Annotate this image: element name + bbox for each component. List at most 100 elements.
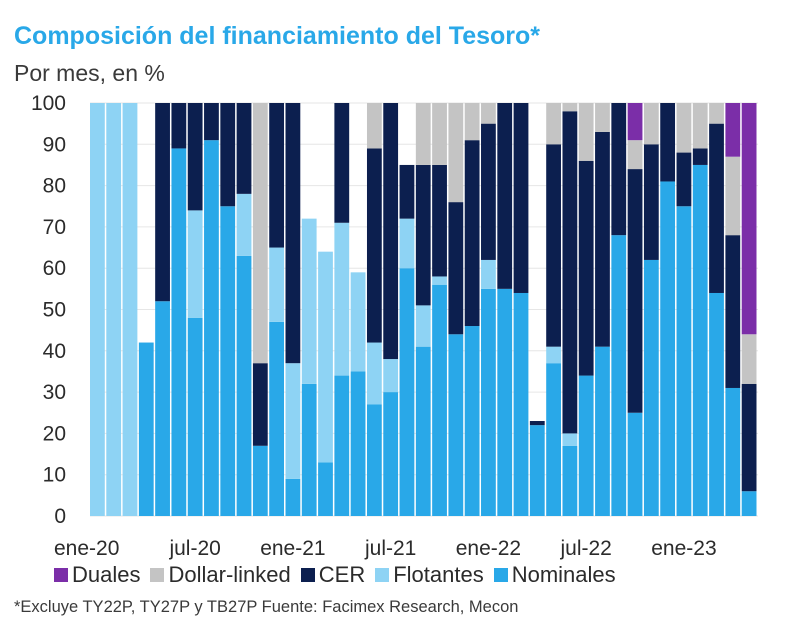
bar-segment-nominales <box>204 140 219 517</box>
bar-segment-nominales <box>350 371 366 516</box>
y-tick-label: 0 <box>54 505 66 528</box>
legend-item-nominales: Nominales <box>493 562 616 588</box>
bar-segment-nominales <box>676 206 692 516</box>
bar-segment-nominales <box>334 375 350 516</box>
x-tick-label: ene-21 <box>260 537 325 560</box>
bar-segment-dollar-linked <box>741 334 757 384</box>
bar-segment-cer <box>627 169 643 413</box>
x-tick-label: jul-22 <box>559 537 611 560</box>
bar-segment-flotantes <box>546 346 561 364</box>
bar-segment-nominales <box>399 268 415 516</box>
bar-segment-cer <box>611 103 627 236</box>
bar-segment-flotantes <box>187 210 203 318</box>
bar-segment-cer <box>676 152 692 207</box>
bar-segment-dollar-linked <box>546 103 561 145</box>
bar-segment-flotantes <box>432 276 447 285</box>
bar-segment-nominales <box>236 255 252 516</box>
legend-swatch-flotantes <box>375 568 390 582</box>
bar-segment-nominales <box>627 412 643 516</box>
bar-segment-cer <box>692 148 708 165</box>
bar-segment-nominales <box>595 346 610 516</box>
bar-segment-dollar-linked <box>481 103 496 124</box>
bar-segment-dollar-linked <box>709 103 724 124</box>
bar-segment-cer <box>448 202 464 335</box>
bar-segment-flotantes <box>122 103 138 516</box>
bar-segment-dollar-linked <box>692 103 708 149</box>
bar-segment-cer <box>366 148 382 343</box>
bar-segment-cer <box>464 140 480 327</box>
legend-item-dollar-linked: Dollar-linked <box>150 562 291 588</box>
bar-segment-nominales <box>513 292 529 516</box>
legend-swatch-duales <box>54 568 68 582</box>
bar-segment-nominales <box>138 342 154 516</box>
legend-label-dollar-linked: Dollar-linked <box>168 562 291 587</box>
bar-segment-cer <box>415 164 431 306</box>
bar-segment-nominales <box>432 284 447 516</box>
x-axis-ticks: ene-20 jul-20 ene-21 jul-21 ene-22 jul-22 ene-… <box>54 537 717 560</box>
bar-segment-dollar-linked <box>725 156 741 236</box>
bar-segment-nominales <box>187 317 203 516</box>
bar-segment-dollar-linked <box>676 103 692 153</box>
legend-swatch-nominales <box>493 568 508 582</box>
bar-segment-duales <box>741 103 757 335</box>
bar-segment-flotantes <box>236 193 252 256</box>
x-tick-label: jul-21 <box>364 537 416 560</box>
bar-segment-flotantes <box>334 222 350 376</box>
bar-segment-flotantes <box>350 272 366 372</box>
bar-segment-cer <box>334 103 350 223</box>
bar-segment-nominales <box>529 425 545 516</box>
footnote-source: *Excluye TY22P, TY27P y TB27P Fuente: Fa… <box>14 598 519 616</box>
bar-segment-cer <box>252 363 268 446</box>
legend-item-cer: CER <box>300 562 365 588</box>
bar-segment-dollar-linked <box>562 103 578 112</box>
bar-segment-cer <box>513 103 529 293</box>
x-tick-label: ene-23 <box>651 537 716 560</box>
bar-segment-cer <box>399 164 415 219</box>
bar-segment-cer <box>529 421 545 426</box>
y-axis-ticks: 0 10 20 30 40 50 60 70 80 90 100 <box>31 92 66 528</box>
bar-segment-nominales <box>383 392 399 516</box>
y-tick-label: 100 <box>31 92 66 115</box>
bar-segment-flotantes <box>269 247 285 322</box>
bar-segment-nominales <box>301 383 317 516</box>
bar-segment-nominales <box>611 235 627 516</box>
bar-segment-flotantes <box>301 218 317 384</box>
legend-item-flotantes: Flotantes <box>375 562 484 588</box>
y-tick-label: 80 <box>43 175 66 198</box>
bar-segment-flotantes <box>285 363 301 479</box>
bar-segment-cer <box>204 103 219 141</box>
bar-segment-nominales <box>155 301 170 516</box>
bar-segment-dollar-linked <box>252 103 268 364</box>
bar-segment-cer <box>383 103 399 360</box>
bar-segment-nominales <box>660 181 676 516</box>
bar-segment-nominales <box>269 321 285 516</box>
bar-segment-cer <box>546 144 561 347</box>
bar-segment-nominales <box>171 148 187 516</box>
bar-segment-dollar-linked <box>464 103 480 141</box>
bar-segment-cer <box>497 103 513 289</box>
bar-segment-nominales <box>497 288 513 516</box>
y-tick-label: 50 <box>43 299 66 322</box>
bar-segment-flotantes <box>90 103 105 516</box>
bar-segment-nominales <box>741 491 757 516</box>
bar-segment-flotantes <box>318 251 333 463</box>
bar-segment-cer <box>171 103 187 149</box>
y-tick-label: 90 <box>43 133 66 156</box>
bar-segment-nominales <box>415 346 431 516</box>
bar-segment-nominales <box>366 404 382 516</box>
bar-segment-nominales <box>562 445 578 516</box>
bar-segment-flotantes <box>106 103 122 516</box>
bar-segment-cer <box>432 164 447 277</box>
bar-segment-cer <box>285 103 301 364</box>
bar-segment-flotantes <box>562 433 578 446</box>
legend-label-flotantes: Flotantes <box>393 562 484 587</box>
bar-segment-nominales <box>220 206 236 516</box>
x-tick-label: jul-20 <box>168 537 220 560</box>
legend-item-duales: Duales <box>54 562 140 588</box>
legend-label-duales: Duales <box>72 562 141 587</box>
bar-segment-cer <box>155 103 170 302</box>
bar-segment-nominales <box>464 326 480 516</box>
legend-label-nominales: Nominales <box>511 562 616 587</box>
bar-segment-cer <box>578 160 594 376</box>
